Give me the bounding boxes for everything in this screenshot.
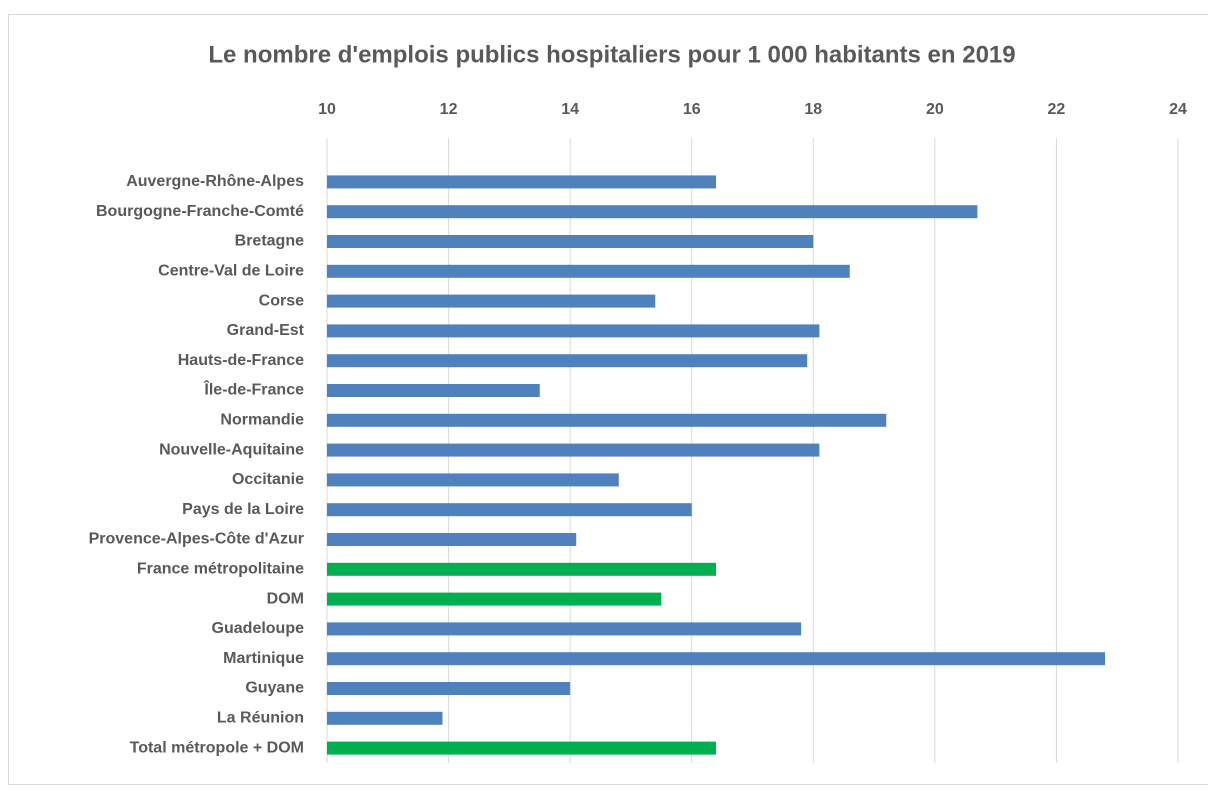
x-tick-label: 16 bbox=[683, 101, 701, 118]
y-tick-label: Nouvelle-Aquitaine bbox=[159, 441, 304, 458]
bar bbox=[327, 593, 661, 606]
bar bbox=[327, 503, 692, 516]
y-tick-label: Auvergne-Rhône-Alpes bbox=[126, 173, 304, 190]
y-tick-label: Total métropole + DOM bbox=[130, 739, 304, 756]
bar bbox=[327, 295, 655, 308]
y-tick-label: Grand-Est bbox=[227, 322, 305, 339]
bar bbox=[327, 175, 716, 188]
bar bbox=[327, 444, 819, 457]
y-tick-label: DOM bbox=[267, 590, 304, 607]
bar bbox=[327, 652, 1105, 665]
chart-title: Le nombre d'emplois publics hospitaliers… bbox=[208, 41, 1015, 68]
x-tick-label: 10 bbox=[318, 101, 336, 118]
y-tick-label: Occitanie bbox=[232, 471, 304, 488]
bar bbox=[327, 742, 716, 755]
bar bbox=[327, 563, 716, 576]
x-tick-label: 18 bbox=[804, 101, 822, 118]
y-tick-label: Corse bbox=[259, 292, 304, 309]
bar bbox=[327, 235, 813, 248]
y-tick-label: Normandie bbox=[220, 412, 304, 429]
y-tick-label: Guyane bbox=[245, 680, 304, 697]
x-tick-label: 24 bbox=[1169, 101, 1187, 118]
bar bbox=[327, 473, 619, 486]
bar bbox=[327, 414, 886, 427]
bar bbox=[327, 533, 576, 546]
bar bbox=[327, 205, 977, 218]
y-tick-label: Bourgogne-Franche-Comté bbox=[96, 203, 304, 220]
y-tick-label: Île-de-France bbox=[203, 380, 304, 399]
bar bbox=[327, 354, 807, 367]
bar bbox=[327, 712, 442, 725]
bar bbox=[327, 384, 540, 397]
x-tick-label: 20 bbox=[926, 101, 944, 118]
bar bbox=[327, 324, 819, 337]
x-tick-label: 14 bbox=[561, 101, 579, 118]
chart-border bbox=[9, 15, 1208, 785]
y-tick-label: Martinique bbox=[223, 650, 304, 667]
y-tick-label: Bretagne bbox=[235, 233, 304, 250]
bar bbox=[327, 622, 801, 635]
y-tick-label: Hauts-de-France bbox=[178, 352, 304, 369]
bar bbox=[327, 265, 850, 278]
y-tick-label: Pays de la Loire bbox=[182, 501, 304, 518]
y-tick-label: Guadeloupe bbox=[212, 620, 305, 637]
x-tick-label: 12 bbox=[440, 101, 458, 118]
bar bbox=[327, 682, 570, 695]
y-tick-label: La Réunion bbox=[217, 710, 304, 727]
y-tick-label: Centre-Val de Loire bbox=[158, 263, 304, 280]
y-tick-label: Provence-Alpes-Côte d'Azur bbox=[89, 531, 304, 548]
x-tick-label: 22 bbox=[1048, 101, 1066, 118]
y-tick-label: France métropolitaine bbox=[137, 561, 304, 578]
